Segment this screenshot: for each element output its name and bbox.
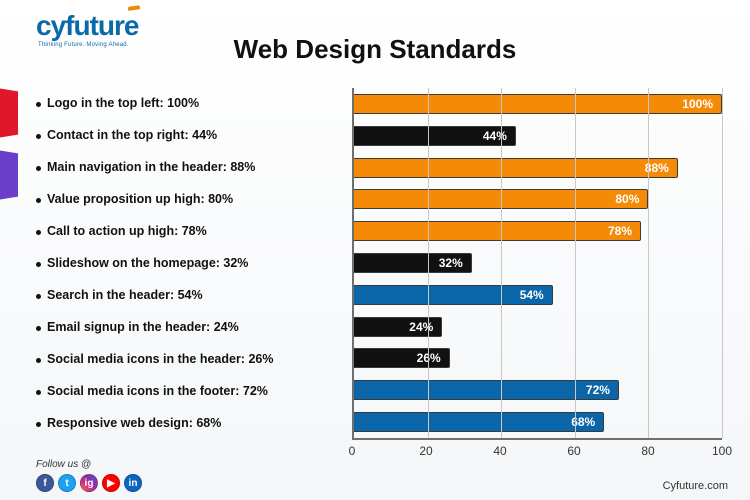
bullet-icon xyxy=(36,422,41,427)
gridline xyxy=(575,88,576,438)
chart-label-text: Contact in the top right: 44% xyxy=(47,129,217,143)
bar-value-label: 54% xyxy=(520,288,544,302)
bar-value-label: 72% xyxy=(586,383,610,397)
chart-labels: Logo in the top left: 100% Contact in the… xyxy=(36,88,352,440)
twitter-icon[interactable]: t xyxy=(58,474,76,492)
chart-bar: 78% xyxy=(354,221,641,241)
bullet-icon xyxy=(36,294,41,299)
chart-label-text: Search in the header: 54% xyxy=(47,289,203,303)
chart-bar: 100% xyxy=(354,94,722,114)
chart-label: Email signup in the header: 24% xyxy=(36,321,344,335)
chart-label: Logo in the top left: 100% xyxy=(36,97,344,111)
gridline xyxy=(722,88,723,438)
instagram-icon[interactable]: ig xyxy=(80,474,98,492)
accent-red xyxy=(0,86,18,140)
site-credit: Cyfuture.com xyxy=(663,480,728,492)
bullet-icon xyxy=(36,166,41,171)
page-title: Web Design Standards xyxy=(0,34,750,65)
chart-label-text: Main navigation in the header: 88% xyxy=(47,161,255,175)
x-tick: 40 xyxy=(493,444,506,458)
bar-value-label: 24% xyxy=(409,320,433,334)
chart-bar: 72% xyxy=(354,380,619,400)
chart-label: Slideshow on the homepage: 32% xyxy=(36,257,344,271)
chart-label-text: Email signup in the header: 24% xyxy=(47,321,239,335)
x-tick: 60 xyxy=(567,444,580,458)
chart-bar: 24% xyxy=(354,317,442,337)
chart-label: Contact in the top right: 44% xyxy=(36,129,344,143)
bullet-icon xyxy=(36,326,41,331)
chart-label-text: Responsive web design: 68% xyxy=(47,417,221,431)
follow-label: Follow us @ xyxy=(36,459,142,470)
chart-label-text: Value proposition up high: 80% xyxy=(47,193,233,207)
chart-label: Social media icons in the footer: 72% xyxy=(36,385,344,399)
infographic-root: cyfuture Thinking Future. Moving Ahead. … xyxy=(0,0,750,500)
gridline xyxy=(648,88,649,438)
linkedin-icon[interactable]: in xyxy=(124,474,142,492)
bullet-icon xyxy=(36,230,41,235)
footer: Follow us @ ftig▶in Cyfuture.com xyxy=(36,459,728,492)
bar-value-label: 26% xyxy=(417,351,441,365)
chart-label-text: Social media icons in the header: 26% xyxy=(47,353,273,367)
bullet-icon xyxy=(36,198,41,203)
gridline xyxy=(501,88,502,438)
bullet-icon xyxy=(36,262,41,267)
chart-label: Search in the header: 54% xyxy=(36,289,344,303)
chart-label: Value proposition up high: 80% xyxy=(36,193,344,207)
bar-value-label: 44% xyxy=(483,129,507,143)
social-icons: ftig▶in xyxy=(36,474,142,492)
bar-value-label: 32% xyxy=(439,256,463,270)
bullet-icon xyxy=(36,358,41,363)
accent-purple xyxy=(0,148,18,202)
chart-label-text: Social media icons in the footer: 72% xyxy=(47,385,268,399)
chart-label: Responsive web design: 68% xyxy=(36,417,344,431)
bar-value-label: 78% xyxy=(608,224,632,238)
chart-bar: 44% xyxy=(354,126,516,146)
bullet-icon xyxy=(36,102,41,107)
bar-value-label: 80% xyxy=(615,192,639,206)
youtube-icon[interactable]: ▶ xyxy=(102,474,120,492)
bar-value-label: 100% xyxy=(682,97,713,111)
x-tick: 80 xyxy=(641,444,654,458)
chart-plot: 100% 44% 88% 80% 78% 32% 54% 24% 26% 72% 68% xyxy=(352,88,722,440)
facebook-icon[interactable]: f xyxy=(36,474,54,492)
chart-bar: 88% xyxy=(354,158,678,178)
chart-bar: 26% xyxy=(354,348,450,368)
chart-bar: 32% xyxy=(354,253,472,273)
chart-label-text: Call to action up high: 78% xyxy=(47,225,207,239)
x-tick: 100 xyxy=(712,444,732,458)
chart: Logo in the top left: 100% Contact in the… xyxy=(36,88,722,440)
chart-bar: 68% xyxy=(354,412,604,432)
chart-label: Call to action up high: 78% xyxy=(36,225,344,239)
chart-bars: 100% 44% 88% 80% 78% 32% 54% 24% 26% 72% 68% xyxy=(354,88,722,438)
chart-label: Main navigation in the header: 88% xyxy=(36,161,344,175)
gridline xyxy=(428,88,429,438)
chart-bar: 54% xyxy=(354,285,553,305)
x-tick: 20 xyxy=(419,444,432,458)
chart-label: Social media icons in the header: 26% xyxy=(36,353,344,367)
bullet-icon xyxy=(36,134,41,139)
chart-label-text: Logo in the top left: 100% xyxy=(47,97,199,111)
chart-label-text: Slideshow on the homepage: 32% xyxy=(47,257,248,271)
follow-block: Follow us @ ftig▶in xyxy=(36,459,142,492)
bullet-icon xyxy=(36,390,41,395)
x-tick: 0 xyxy=(349,444,356,458)
